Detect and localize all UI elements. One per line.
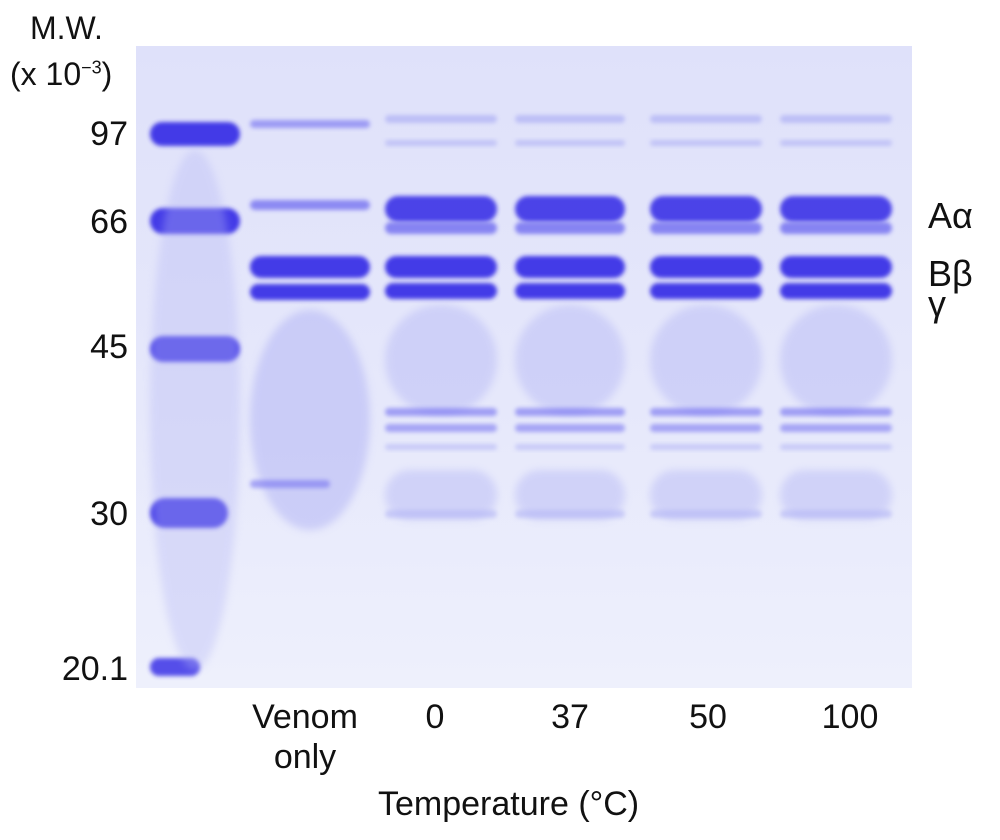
- mw-marker-20-1: 20.1: [61, 650, 128, 688]
- lane-label-37: 37: [551, 698, 589, 736]
- temp-lane-3-lower-smear: [780, 470, 892, 520]
- temp-lane-2-band-mid2: [650, 424, 762, 432]
- marker-lane-smear: [150, 150, 240, 670]
- temp-lane-2-band-a-alpha-lower: [650, 222, 762, 234]
- venom-band-b-beta: [250, 256, 370, 278]
- temp-lane-0-band-low: [385, 510, 497, 518]
- temp-lane-3-band-upper: [780, 140, 892, 146]
- venom-band-30: [250, 480, 330, 488]
- temp-lane-2-band-a-alpha: [650, 196, 762, 222]
- band-label-b-beta: Bβ: [928, 253, 973, 294]
- temp-lane-1-band-a-alpha: [515, 196, 625, 222]
- mw-axis-unit: (x 10−3): [10, 56, 113, 92]
- temp-lane-1-band-gamma: [515, 283, 625, 299]
- lane-label-50: 50: [689, 698, 727, 736]
- temp-lane-3-band-a-alpha: [780, 196, 892, 222]
- temp-lane-0-band-mid2: [385, 424, 497, 432]
- band-label-gamma: γ: [928, 283, 946, 324]
- temp-lane-2-band-b-beta: [650, 256, 762, 278]
- temp-lane-0-band-top: [385, 115, 497, 123]
- mw-marker-66: 66: [90, 203, 128, 241]
- temp-lane-0-band-mid1: [385, 408, 497, 416]
- venom-band-97: [250, 120, 370, 128]
- lane-label-venom-only: Venom only: [252, 698, 358, 776]
- temp-lane-1-lower-smear: [515, 470, 625, 520]
- mw-marker-30: 30: [90, 495, 128, 533]
- lane-label-0: 0: [425, 698, 445, 736]
- temp-lane-3-band-mid1: [780, 408, 892, 416]
- marker-band-97: [150, 122, 240, 146]
- venom-band-gamma: [250, 284, 370, 300]
- temp-lane-1-smear: [515, 305, 625, 415]
- temp-lane-3-band-low: [780, 510, 892, 518]
- temp-lane-1-band-upper: [515, 140, 625, 146]
- temp-lane-1-band-low: [515, 510, 625, 518]
- temp-lane-0-lower-smear: [385, 470, 497, 520]
- temp-lane-2-lower-smear: [650, 470, 762, 520]
- temp-lane-2-band-gamma: [650, 283, 762, 299]
- temp-lane-2-band-low: [650, 510, 762, 518]
- band-label-a-alpha: Aα: [928, 195, 973, 236]
- temp-lane-1-band-top: [515, 115, 625, 123]
- mw-marker-45: 45: [90, 328, 128, 366]
- temp-lane-1-band-b-beta: [515, 256, 625, 278]
- temp-lane-3-band-mid3: [780, 444, 892, 450]
- x-axis-title: Temperature (°C): [378, 785, 640, 823]
- temp-lane-0-band-a-alpha-lower: [385, 222, 497, 234]
- temp-lane-2-band-mid1: [650, 408, 762, 416]
- mw-marker-97: 97: [90, 115, 128, 153]
- mw-axis-title: M.W.: [30, 10, 103, 46]
- temp-lane-3-band-mid2: [780, 424, 892, 432]
- temp-lane-2-band-top: [650, 115, 762, 123]
- temp-lane-1-band-a-alpha-lower: [515, 222, 625, 234]
- temp-lane-1-band-mid1: [515, 408, 625, 416]
- temp-lane-3-band-gamma: [780, 283, 892, 299]
- venom-lane-smear: [250, 310, 370, 530]
- temp-lane-2-band-upper: [650, 140, 762, 146]
- temp-lane-3-band-b-beta: [780, 256, 892, 278]
- temp-lane-3-smear: [780, 305, 892, 415]
- temp-lane-0-band-upper: [385, 140, 497, 146]
- venom-band-66: [250, 200, 370, 210]
- temp-lane-0-band-b-beta: [385, 256, 497, 278]
- temp-lane-0-band-a-alpha: [385, 196, 497, 222]
- temp-lane-0-band-gamma: [385, 283, 497, 299]
- temp-lane-2-band-mid3: [650, 444, 762, 450]
- temp-lane-3-band-a-alpha-lower: [780, 222, 892, 234]
- temp-lane-2-smear: [650, 305, 762, 415]
- temp-lane-3-band-top: [780, 115, 892, 123]
- temp-lane-0-smear: [385, 305, 497, 415]
- temp-lane-0-band-mid3: [385, 444, 497, 450]
- temp-lane-1-band-mid2: [515, 424, 625, 432]
- temp-lane-1-band-mid3: [515, 444, 625, 450]
- lane-label-100: 100: [821, 698, 879, 736]
